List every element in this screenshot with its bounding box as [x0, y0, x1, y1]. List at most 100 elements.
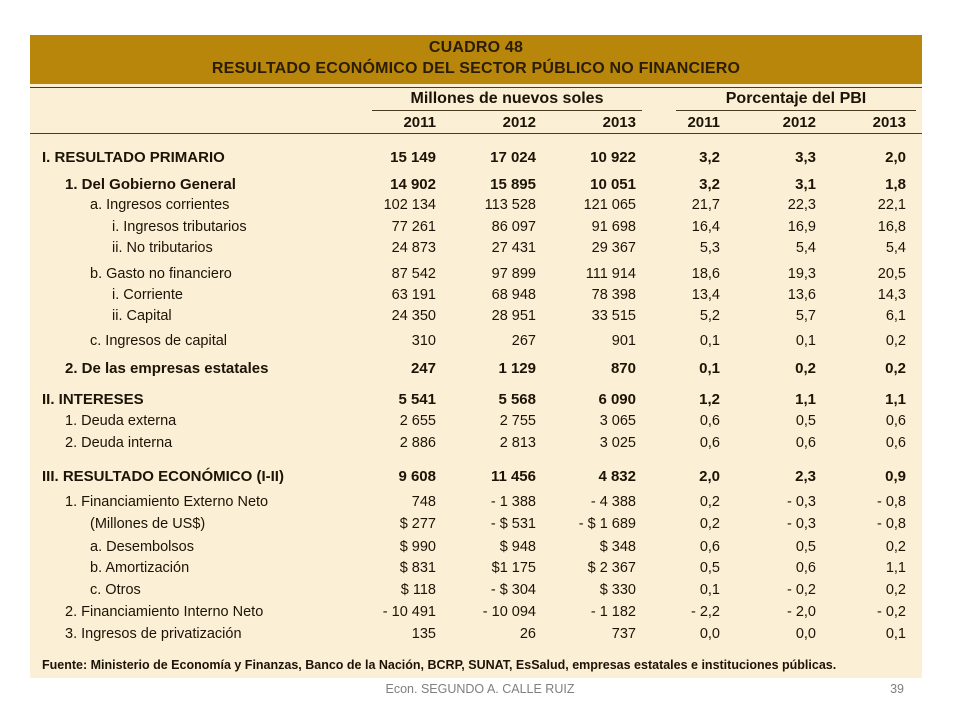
table-row: ii. Capital 24 350 28 951 33 515 5,2 5,7 6,1	[30, 308, 922, 330]
row-value: 0,6	[795, 435, 816, 451]
row-value: $ 277	[399, 516, 436, 532]
row-value: 0,5	[795, 539, 816, 555]
row-label: II. INTERESES	[42, 391, 144, 408]
table-row: c. Ingresos de capital 310 267 901 0,1 0,1 0,2	[30, 333, 922, 355]
row-value: 13,4	[691, 287, 720, 303]
row-value: $1 175	[491, 560, 536, 576]
row-value: 19,3	[787, 266, 816, 282]
row-value: 68 948	[491, 287, 536, 303]
row-value: 16,4	[691, 219, 720, 235]
table-row: 2. De las empresas estatales 247 1 129 870 0…	[30, 360, 922, 382]
row-value: 737	[611, 626, 636, 642]
row-value: 0,2	[885, 582, 906, 598]
row-value: 0,2	[699, 516, 720, 532]
row-value: 24 873	[391, 240, 436, 256]
row-value: 86 097	[491, 219, 536, 235]
row-value: - 1 388	[490, 494, 536, 510]
table-row: II. INTERESES 5 541 5 568 6 090 1,2 1,1 1,1	[30, 391, 922, 413]
row-value: - 0,2	[786, 582, 816, 598]
year-header: 2013	[872, 114, 906, 131]
source-note: Fuente: Ministerio de Economía y Finanza…	[42, 658, 837, 672]
row-value: 2,3	[795, 468, 816, 485]
row-value: 28 951	[491, 308, 536, 324]
row-label: 1. Financiamiento Externo Neto	[65, 494, 269, 510]
row-label: c. Ingresos de capital	[90, 333, 228, 349]
row-label: 1. Del Gobierno General	[65, 176, 236, 193]
row-value: $ 990	[399, 539, 436, 555]
row-label: I. RESULTADO PRIMARIO	[42, 149, 225, 166]
row-value: 1 129	[498, 360, 536, 377]
year-header: 2012	[782, 114, 816, 131]
table-row: c. Otros $ 118 - $ 304 $ 330 0,1 - 0,2 0,2	[30, 582, 922, 604]
year-header: 2011	[403, 114, 436, 131]
row-value: 3,2	[699, 176, 720, 193]
row-value: 5,2	[699, 308, 720, 324]
table-subtitle: RESULTADO ECONÓMICO DEL SECTOR PÚBLICO N…	[211, 60, 741, 77]
row-value: 1,1	[795, 391, 816, 408]
row-value: $ 2 367	[587, 560, 636, 576]
row-value: 2 655	[399, 413, 436, 429]
row-value: 267	[511, 333, 536, 349]
row-value: 2,0	[699, 468, 720, 485]
table-panel: CUADRO 48 RESULTADO ECONÓMICO DEL SECTOR…	[30, 35, 922, 678]
table-row: 1. Del Gobierno General 14 902 15 895 10 05…	[30, 176, 922, 198]
row-value: 0,1	[699, 582, 720, 598]
row-value: 27 431	[491, 240, 536, 256]
table-row: 3. Ingresos de privatización 135 26 737 0,0 0…	[30, 626, 922, 648]
row-value: 33 515	[591, 308, 636, 324]
row-value: - 2,2	[690, 604, 720, 620]
row-value: 0,6	[885, 435, 906, 451]
row-value: 15 895	[490, 176, 536, 193]
row-value: 1,1	[885, 391, 906, 408]
row-value: - 0,3	[786, 516, 816, 532]
group1-rule	[372, 110, 642, 111]
row-value: 22,1	[877, 197, 906, 213]
row-value: - 1 182	[590, 604, 636, 620]
row-value: 0,1	[795, 333, 816, 349]
row-value: 13,6	[787, 287, 816, 303]
row-value: 10 922	[590, 149, 636, 166]
row-value: 0,1	[699, 333, 720, 349]
row-value: - $ 304	[490, 582, 536, 598]
row-label: 2. Financiamiento Interno Neto	[65, 604, 264, 620]
row-value: 20,5	[877, 266, 906, 282]
row-value: 113 528	[484, 197, 536, 213]
row-value: 5,4	[795, 240, 816, 256]
table-row: i. Corriente 63 191 68 948 78 398 13,4 13,6 14…	[30, 287, 922, 309]
row-value: 310	[411, 333, 436, 349]
row-label: a. Desembolsos	[90, 539, 194, 555]
table-row: 1. Financiamiento Externo Neto 748 - 1 388…	[30, 494, 922, 516]
table-row: (Millones de US$) $ 277 - $ 531 - $ 1 689 0,…	[30, 516, 922, 538]
row-value: 16,9	[787, 219, 816, 235]
row-value: 0,1	[699, 360, 720, 377]
row-value: 748	[411, 494, 436, 510]
row-value: - $ 531	[490, 516, 536, 532]
row-value: 102 134	[383, 197, 436, 213]
row-value: 97 899	[491, 266, 536, 282]
row-value: - 2,0	[786, 604, 816, 620]
row-value: 14 902	[390, 176, 436, 193]
table-row: I. RESULTADO PRIMARIO 15 149 17 024 10 922 3…	[30, 149, 922, 171]
row-value: - 0,8	[876, 516, 906, 532]
row-value: 5 541	[398, 391, 436, 408]
row-value: 0,5	[699, 560, 720, 576]
row-value: 10 051	[590, 176, 636, 193]
row-value: - 0,3	[786, 494, 816, 510]
row-value: 4 832	[598, 468, 636, 485]
row-value: 0,1	[885, 626, 906, 642]
row-value: 26	[519, 626, 536, 642]
row-value: 14,3	[877, 287, 906, 303]
row-value: 77 261	[391, 219, 436, 235]
row-value: 3 025	[599, 435, 636, 451]
row-label: ii. Capital	[112, 308, 172, 324]
row-value: 9 608	[398, 468, 436, 485]
row-value: 0,6	[699, 435, 720, 451]
row-label: b. Gasto no financiero	[90, 266, 232, 282]
row-value: $ 948	[499, 539, 536, 555]
row-value: 15 149	[390, 149, 436, 166]
table-row: i. Ingresos tributarios 77 261 86 097 91 69…	[30, 219, 922, 241]
row-value: 91 698	[591, 219, 636, 235]
row-value: 5,4	[885, 240, 906, 256]
row-value: 0,2	[885, 539, 906, 555]
row-value: 0,2	[795, 360, 816, 377]
